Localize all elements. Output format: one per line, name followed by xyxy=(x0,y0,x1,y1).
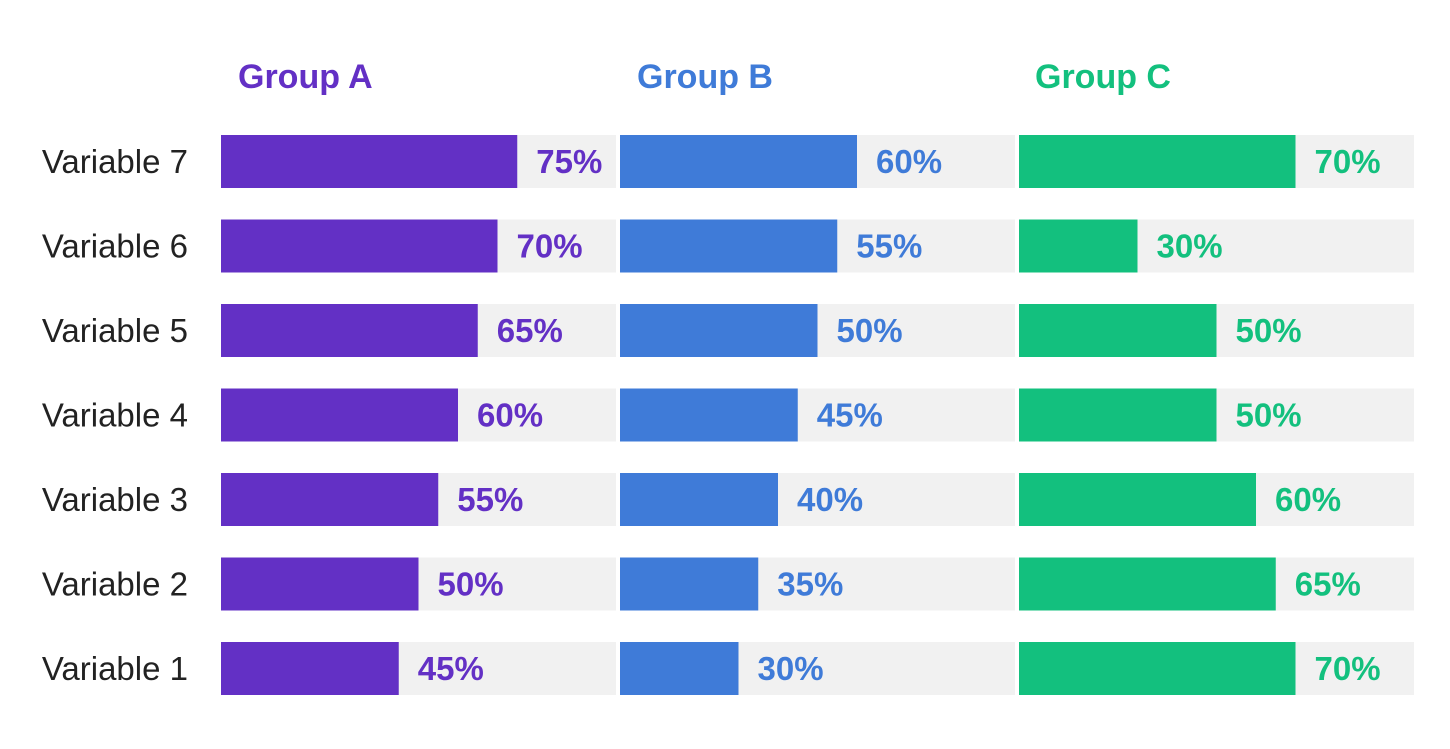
bar xyxy=(620,642,739,695)
bar xyxy=(221,219,498,273)
value-label: 60% xyxy=(876,143,942,180)
value-label: 60% xyxy=(1275,481,1341,518)
bar xyxy=(221,642,399,695)
category-label: Variable 4 xyxy=(42,397,188,434)
value-label: 45% xyxy=(817,397,883,434)
value-label: 55% xyxy=(457,481,523,518)
bar xyxy=(620,219,838,273)
value-label: 65% xyxy=(497,312,563,349)
bar xyxy=(221,557,419,611)
value-label: 35% xyxy=(777,566,843,603)
value-label: 60% xyxy=(477,397,543,434)
value-label: 65% xyxy=(1295,566,1361,603)
bar xyxy=(620,304,818,357)
group-title: Group B xyxy=(637,58,773,96)
value-label: 75% xyxy=(536,143,602,180)
bar xyxy=(620,473,778,526)
bar xyxy=(1019,642,1296,695)
value-label: 50% xyxy=(438,566,504,603)
group-panel: 75% 70% 65% 60% 55% 50% 45% xyxy=(221,135,616,695)
bar xyxy=(221,135,518,188)
value-label: 70% xyxy=(1315,650,1381,687)
value-label: 30% xyxy=(1157,228,1223,265)
value-label: 45% xyxy=(418,650,484,687)
category-labels: Variable 7 Variable 6 Variable 5 Variable 4… xyxy=(42,143,188,687)
category-label: Variable 5 xyxy=(42,312,188,349)
value-label: 70% xyxy=(517,228,583,265)
bar xyxy=(221,473,439,526)
category-label: Variable 3 xyxy=(42,481,188,518)
value-label: 50% xyxy=(1236,312,1302,349)
category-label: Variable 7 xyxy=(42,143,188,180)
bar xyxy=(1019,219,1138,273)
category-label: Variable 2 xyxy=(42,566,188,603)
value-label: 40% xyxy=(797,481,863,518)
bar xyxy=(620,135,857,188)
group-title: Group A xyxy=(238,58,373,96)
group-title: Group C xyxy=(1035,58,1171,96)
group-titles: Group A Group B Group C xyxy=(238,58,1171,96)
bar xyxy=(1019,473,1256,526)
value-label: 70% xyxy=(1315,143,1381,180)
value-label: 50% xyxy=(1236,397,1302,434)
bar xyxy=(1019,557,1276,611)
bar xyxy=(1019,135,1296,188)
bar xyxy=(1019,388,1217,442)
bar xyxy=(620,388,798,442)
bar xyxy=(221,388,458,442)
value-label: 50% xyxy=(837,312,903,349)
group-panel: 70% 30% 50% 50% 60% 65% 70% xyxy=(1019,135,1414,695)
value-label: 55% xyxy=(856,228,922,265)
category-label: Variable 1 xyxy=(42,650,188,687)
bar xyxy=(620,557,759,611)
group-panels: 75% 70% 65% 60% 55% 50% 45% 60% 55% 50% 45% 40% 35% 3… xyxy=(221,135,1414,695)
group-panel: 60% 55% 50% 45% 40% 35% 30% xyxy=(620,135,1015,695)
bar xyxy=(221,304,478,357)
value-label: 30% xyxy=(758,650,824,687)
category-label: Variable 6 xyxy=(42,228,188,265)
bar xyxy=(1019,304,1217,357)
